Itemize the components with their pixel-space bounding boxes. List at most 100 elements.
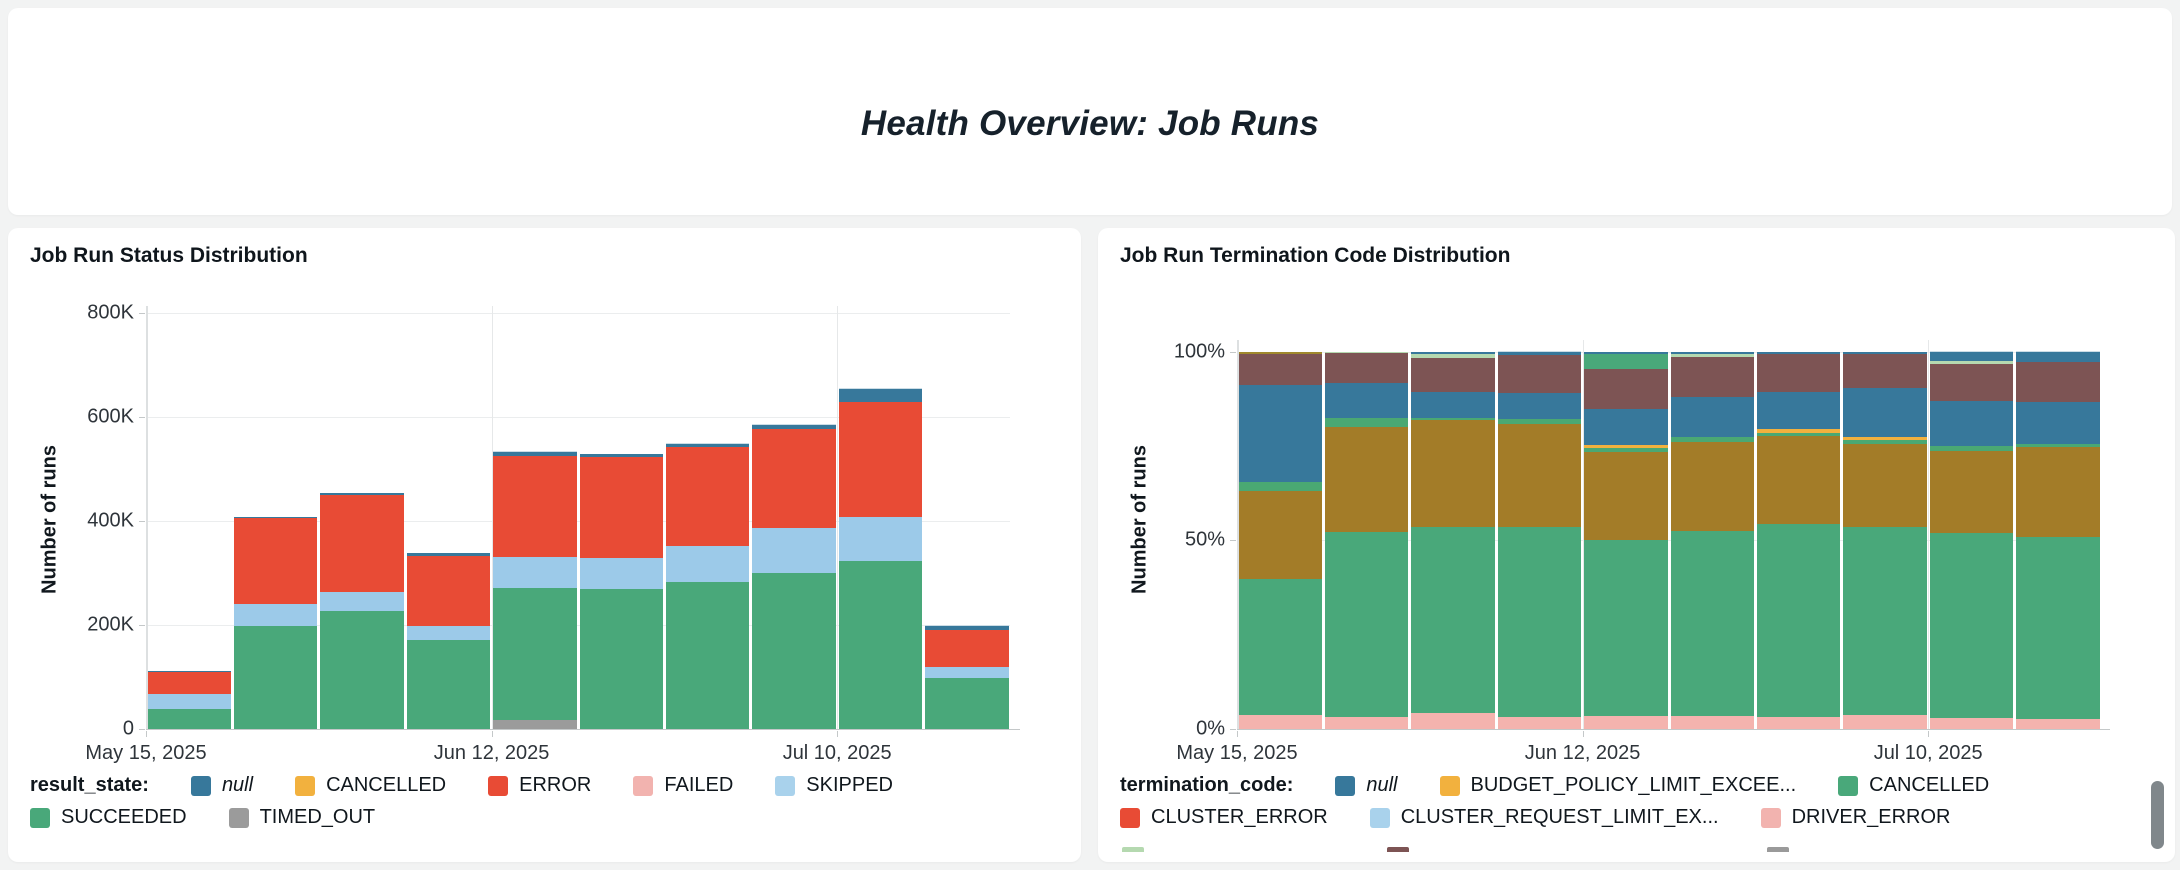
segment-unknown-steel-blue[interactable]: [1411, 390, 1495, 419]
segment-null[interactable]: [1929, 351, 2014, 361]
segment-unknown-steel-blue[interactable]: [1756, 390, 1841, 430]
segment-unknown-olive[interactable]: [1929, 449, 2014, 533]
segment-null[interactable]: [147, 671, 231, 673]
segment-unknown-green[interactable]: [1584, 539, 1668, 717]
segment-DRIVER_ERROR[interactable]: [1411, 712, 1495, 729]
segment-DRIVER_ERROR[interactable]: [1929, 716, 2014, 729]
segment-SUCCEEDED[interactable]: [925, 677, 1009, 729]
segment-SUCCEEDED[interactable]: [320, 609, 404, 729]
segment-null[interactable]: [1584, 352, 1668, 354]
segment-SKIPPED[interactable]: [579, 557, 663, 590]
segment-DRIVER_ERROR[interactable]: [1843, 714, 1927, 729]
segment-unknown-maroon[interactable]: [1843, 352, 1927, 388]
segment-unknown-steel-blue[interactable]: [1670, 395, 1754, 437]
legend-item-cluster-request-limit-ex-[interactable]: CLUSTER_REQUEST_LIMIT_EX...: [1369, 806, 1719, 829]
segment-unknown-olive[interactable]: [1411, 419, 1495, 528]
segment-SUCCEEDED[interactable]: [493, 586, 577, 720]
bar-jul-17-2025[interactable]: [925, 306, 1009, 729]
segment-ERROR[interactable]: [233, 517, 318, 605]
segment-SKIPPED[interactable]: [838, 516, 923, 562]
bar-jun-5-2025[interactable]: [1497, 340, 1582, 729]
segment-unknown-olive[interactable]: [1238, 490, 1322, 579]
segment-null[interactable]: [925, 625, 1009, 630]
segment-ERROR[interactable]: [147, 671, 231, 695]
segment-TIMED_OUT[interactable]: [493, 718, 577, 729]
segment-unknown-green[interactable]: [1843, 526, 1927, 716]
segment-unknown-olive[interactable]: [1843, 442, 1927, 528]
segment-unknown-maroon[interactable]: [1411, 357, 1495, 392]
segment-null[interactable]: [1843, 352, 1927, 354]
legend-item-cancelled[interactable]: CANCELLED: [1838, 774, 1989, 797]
segment-unknown-green[interactable]: [1670, 529, 1754, 717]
segment-unknown-maroon[interactable]: [1929, 363, 2014, 401]
segment-DRIVER_ERROR[interactable]: [1324, 716, 1409, 729]
segment-unknown-steel-blue[interactable]: [1497, 392, 1582, 420]
legend-item-succeeded[interactable]: SUCCEEDED: [30, 806, 187, 829]
segment-ERROR[interactable]: [493, 454, 577, 557]
segment-SUCCEEDED[interactable]: [752, 571, 836, 729]
legend-item-skipped[interactable]: SKIPPED: [775, 774, 893, 797]
segment-unknown-green[interactable]: [1929, 531, 2014, 718]
segment-unknown-green-sliver[interactable]: [1411, 418, 1495, 421]
segment-SKIPPED[interactable]: [752, 526, 836, 573]
bar-may-29-2025[interactable]: [1411, 340, 1495, 729]
segment-unknown-green[interactable]: [1411, 526, 1495, 714]
segment-unknown-steel-blue[interactable]: [1584, 408, 1668, 445]
segment-unknown-maroon[interactable]: [1497, 354, 1582, 394]
segment-CANCELLED[interactable]: [1584, 352, 1668, 370]
bar-jul-10-2025[interactable]: [838, 306, 923, 729]
segment-unknown-steel-blue[interactable]: [2016, 400, 2100, 444]
segment-null[interactable]: [406, 553, 491, 557]
bar-jun-26-2025[interactable]: [1756, 340, 1841, 729]
legend-item-cancelled[interactable]: CANCELLED: [295, 774, 446, 797]
vertical-scrollbar-thumb[interactable]: [2151, 781, 2164, 849]
segment-unknown-olive[interactable]: [1324, 425, 1409, 532]
segment-null[interactable]: [579, 454, 663, 457]
legend-item-failed[interactable]: FAILED: [633, 774, 733, 797]
segment-null[interactable]: [838, 387, 923, 402]
legend-item-driver-error[interactable]: DRIVER_ERROR: [1760, 806, 1951, 829]
segment-SUCCEEDED[interactable]: [838, 560, 923, 729]
bar-may-22-2025[interactable]: [1324, 340, 1409, 729]
segment-ERROR[interactable]: [406, 555, 491, 627]
segment-SKIPPED[interactable]: [147, 693, 231, 709]
segment-DRIVER_ERROR[interactable]: [1584, 715, 1668, 729]
segment-unknown-maroon[interactable]: [1584, 368, 1668, 410]
segment-unknown-green[interactable]: [2016, 535, 2100, 720]
segment-unknown-maroon[interactable]: [1238, 352, 1322, 386]
segment-unknown-green[interactable]: [1497, 526, 1582, 718]
segment-SKIPPED[interactable]: [233, 603, 318, 626]
segment-null[interactable]: [1497, 351, 1582, 356]
bar-jun-26-2025[interactable]: [665, 306, 750, 729]
bar-jun-5-2025[interactable]: [406, 306, 491, 729]
legend-item-null[interactable]: null: [190, 774, 253, 797]
bar-jul-10-2025[interactable]: [1929, 340, 2014, 729]
segment-unknown-green[interactable]: [1238, 577, 1322, 715]
segment-unknown-maroon[interactable]: [1756, 352, 1841, 392]
segment-unknown-olive[interactable]: [1497, 422, 1582, 528]
segment-SKIPPED[interactable]: [406, 625, 491, 641]
segment-unknown-light-green[interactable]: [1324, 352, 1409, 353]
segment-unknown-green[interactable]: [1324, 530, 1409, 718]
segment-unknown-olive[interactable]: [1670, 441, 1754, 531]
segment-unknown-steel-blue[interactable]: [1843, 386, 1927, 437]
segment-SKIPPED[interactable]: [925, 665, 1009, 679]
segment-SUCCEEDED[interactable]: [579, 588, 663, 729]
segment-SUCCEEDED[interactable]: [665, 580, 750, 729]
segment-SKIPPED[interactable]: [665, 545, 750, 582]
segment-null[interactable]: [233, 516, 318, 519]
legend-item-cluster-error[interactable]: CLUSTER_ERROR: [1120, 806, 1328, 829]
legend-item-error[interactable]: ERROR: [488, 774, 591, 797]
segment-unknown-olive[interactable]: [2016, 445, 2100, 537]
segment-SUCCEEDED[interactable]: [147, 707, 231, 729]
segment-null[interactable]: [665, 442, 750, 447]
segment-unknown-olive[interactable]: [1756, 434, 1841, 525]
segment-DRIVER_ERROR[interactable]: [1497, 716, 1582, 729]
bar-may-15-2025[interactable]: [1238, 340, 1322, 729]
segment-ERROR[interactable]: [320, 493, 404, 593]
bar-jul-3-2025[interactable]: [1843, 340, 1927, 729]
segment-SKIPPED[interactable]: [493, 555, 577, 588]
segment-null[interactable]: [1670, 352, 1754, 354]
bar-jun-19-2025[interactable]: [579, 306, 663, 729]
segment-DRIVER_ERROR[interactable]: [1756, 716, 1841, 729]
